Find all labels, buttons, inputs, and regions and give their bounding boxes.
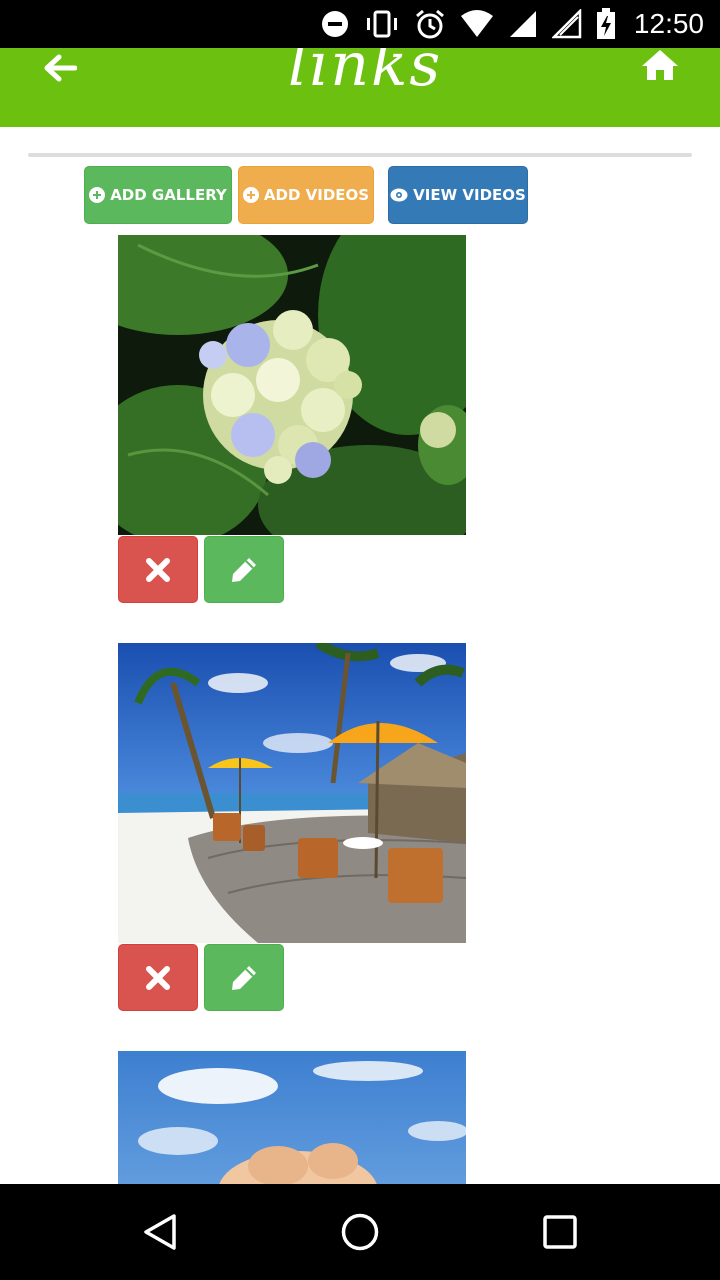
system-nav-bar bbox=[0, 1184, 720, 1280]
eye-icon bbox=[390, 188, 408, 202]
plus-circle-icon bbox=[242, 187, 259, 203]
arrow-left-icon bbox=[44, 54, 77, 82]
view-videos-label: VIEW VIDEOS bbox=[413, 186, 526, 204]
pencil-icon bbox=[232, 557, 256, 582]
add-gallery-label: ADD GALLERY bbox=[110, 186, 227, 204]
recents-square-icon bbox=[543, 1215, 577, 1249]
delete-button[interactable] bbox=[118, 536, 198, 603]
status-time: 12:50 bbox=[633, 8, 704, 39]
gallery-item bbox=[118, 643, 466, 1011]
close-icon bbox=[146, 557, 170, 582]
home-circle-icon bbox=[341, 1213, 379, 1251]
edit-button[interactable] bbox=[204, 536, 284, 603]
cell-signal-empty-icon bbox=[551, 9, 582, 39]
wifi-icon bbox=[460, 10, 494, 38]
logo-text: links bbox=[288, 48, 442, 100]
back-button[interactable] bbox=[38, 48, 82, 88]
home-icon bbox=[642, 50, 678, 80]
battery-charging-icon bbox=[596, 8, 616, 40]
do-not-disturb-icon bbox=[320, 9, 350, 39]
view-videos-button[interactable]: VIEW VIDEOS bbox=[388, 166, 528, 224]
app-header: links bbox=[0, 48, 720, 127]
vibrate-icon bbox=[364, 9, 400, 39]
gallery-item bbox=[118, 235, 466, 603]
status-icons: 12:50 bbox=[320, 0, 704, 48]
divider bbox=[28, 153, 692, 157]
alarm-icon bbox=[414, 8, 446, 40]
edit-button[interactable] bbox=[204, 944, 284, 1011]
nav-home-button[interactable] bbox=[336, 1208, 384, 1256]
add-videos-button[interactable]: ADD VIDEOS bbox=[238, 166, 374, 224]
plus-circle-icon bbox=[89, 187, 106, 203]
gallery-photo-hydrangea[interactable] bbox=[118, 235, 466, 535]
status-bar: 12:50 bbox=[0, 0, 720, 48]
pencil-icon bbox=[232, 965, 256, 990]
gallery-item-actions bbox=[118, 943, 466, 1011]
add-videos-label: ADD VIDEOS bbox=[263, 186, 370, 204]
close-icon bbox=[146, 965, 170, 990]
nav-recents-button[interactable] bbox=[536, 1208, 584, 1256]
add-gallery-button[interactable]: ADD GALLERY bbox=[84, 166, 232, 224]
nav-back-button[interactable] bbox=[136, 1208, 184, 1256]
cell-signal-icon bbox=[508, 9, 538, 39]
home-button[interactable] bbox=[638, 48, 682, 82]
back-triangle-icon bbox=[144, 1214, 176, 1250]
gallery-photo-beach[interactable] bbox=[118, 643, 466, 943]
app-logo: links bbox=[282, 48, 442, 102]
gallery-item-actions bbox=[118, 535, 466, 603]
delete-button[interactable] bbox=[118, 944, 198, 1011]
